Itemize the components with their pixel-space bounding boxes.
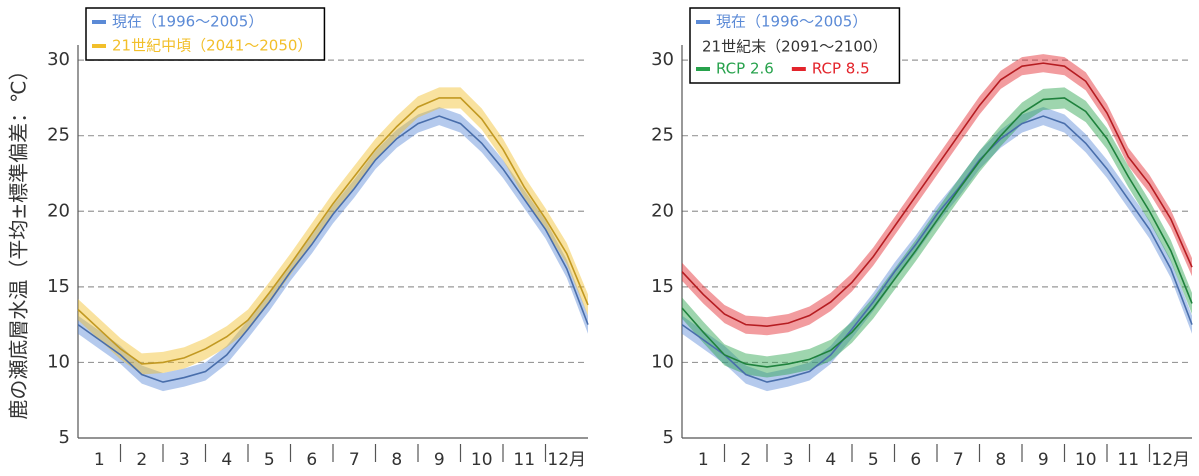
series-line: [681, 115, 1193, 383]
legend-label: 現在（1996～2005）: [112, 13, 263, 31]
x-tick-label: 1: [698, 450, 709, 470]
y-axis-label: 鹿の瀬底層水温（平均±標準偏差：℃）: [7, 60, 31, 419]
x-tick-label: 7: [349, 450, 360, 470]
legend-label: RCP 2.6: [716, 60, 774, 78]
y-tick-label: 15: [651, 276, 674, 297]
y-tick-label: 10: [651, 351, 674, 372]
x-tick-label: 4: [221, 450, 232, 470]
x-tick-label: 9: [1038, 450, 1049, 470]
series-line: [77, 97, 589, 365]
x-tick-label: 12月: [547, 450, 586, 470]
x-tick-label: 4: [825, 450, 836, 470]
y-tick-label: 25: [651, 125, 674, 146]
sd-band: [78, 87, 588, 375]
sd-band: [78, 106, 588, 392]
x-tick-label: 6: [910, 450, 921, 470]
x-tick-label: 11: [513, 450, 535, 470]
legend-box: [689, 7, 901, 84]
sd-band: [682, 54, 1192, 336]
x-tick-label: 5: [264, 450, 275, 470]
series-line: [681, 97, 1193, 368]
x-tick-label: 2: [136, 450, 147, 470]
y-tick-label: 20: [47, 200, 70, 221]
y-tick-label: 20: [651, 200, 674, 221]
legend-label: 21世紀中頃（2041～2050）: [112, 37, 312, 55]
x-tick-label: 5: [868, 450, 879, 470]
y-tick-label: 10: [47, 351, 70, 372]
y-tick-label: 25: [47, 125, 70, 146]
x-tick-label: 1: [94, 450, 105, 470]
x-tick-label: 2: [740, 450, 751, 470]
legend-label: 現在（1996～2005）: [716, 13, 867, 31]
y-tick-label: 5: [663, 427, 674, 448]
x-tick-label: 12月: [1151, 450, 1190, 470]
x-tick-label: 10: [471, 450, 493, 470]
legend-note: 21世紀末（2091～2100）: [702, 38, 887, 56]
x-tick-label: 11: [1117, 450, 1139, 470]
x-tick-label: 6: [306, 450, 317, 470]
legend-label: RCP 8.5: [812, 60, 870, 78]
legend: 現在（1996～2005） 21世紀中頃（2041～2050）: [85, 7, 326, 61]
legend-box: [85, 7, 326, 61]
x-tick-label: 8: [995, 450, 1006, 470]
x-tick-label: 7: [953, 450, 964, 470]
y-tick-label: 15: [47, 276, 70, 297]
x-tick-label: 8: [391, 450, 402, 470]
x-tick-label: 3: [179, 450, 190, 470]
x-tick-label: 3: [783, 450, 794, 470]
y-tick-label: 30: [651, 49, 674, 70]
x-tick-label: 10: [1075, 450, 1097, 470]
y-tick-label: 30: [47, 49, 70, 70]
series-line: [77, 115, 589, 383]
series-line: [681, 62, 1193, 327]
legend: 現在（1996～2005） 21世紀末（2091～2100） RCP 2.6 RCP …: [689, 7, 901, 84]
x-tick-label: 9: [434, 450, 445, 470]
y-tick-label: 5: [59, 427, 70, 448]
sd-band: [682, 87, 1192, 378]
